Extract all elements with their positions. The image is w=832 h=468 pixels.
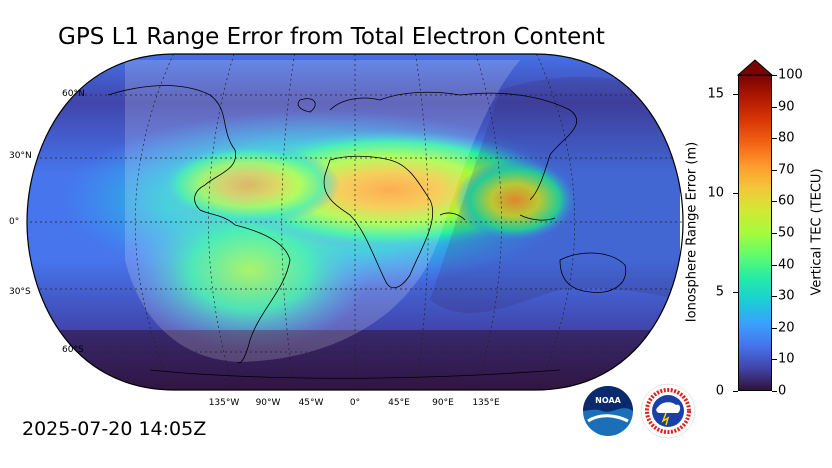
timestamp: 2025-07-20 14:05Z [22, 418, 207, 440]
tec-map [26, 53, 684, 391]
colorbar-tickmark [772, 201, 777, 203]
colorbar-tickmark [772, 106, 777, 108]
colorbar-tickmark [772, 264, 777, 266]
colorbar-tick-tec: 30 [778, 288, 795, 304]
colorbar [738, 75, 772, 391]
colorbar-tickmark [733, 292, 738, 293]
colorbar-tick-range-error: 10 [707, 185, 724, 201]
lat-label-30s: 30°S [9, 287, 31, 297]
colorbar-tick-tec: 90 [778, 99, 795, 115]
colorbar-tickmark [772, 327, 777, 329]
lat-label-30n: 30°N [9, 151, 32, 161]
lon-label-90w: 90°W [255, 398, 281, 408]
noaa-logo-text: NOAA [595, 396, 621, 405]
colorbar-tick-range-error: 15 [707, 86, 724, 102]
colorbar-tick-tec: 50 [778, 225, 795, 241]
graticule-longitude-line [208, 54, 235, 390]
colorbar-tickmark [733, 193, 738, 194]
graticule-longitude-line [475, 54, 502, 390]
lon-label-45w: 45°W [298, 398, 324, 408]
axis-label-vertical-tec: Vertical TEC (TECU) [809, 168, 825, 296]
noaa-logo: NOAA [583, 386, 633, 436]
colorbar-tickmark [772, 296, 777, 298]
colorbar-tickmark [733, 94, 738, 95]
colorbar-tick-tec: 100 [778, 67, 803, 83]
nws-logo [640, 383, 696, 439]
lat-label-60s: 60°S [62, 345, 84, 355]
lon-label-45e: 45°E [388, 398, 410, 408]
colorbar-tick-tec: 0 [778, 383, 787, 399]
chart-title: GPS L1 Range Error from Total Electron C… [58, 24, 605, 50]
colorbar-tickmark [772, 391, 777, 392]
colorbar-tick-tec: 20 [778, 320, 795, 336]
colorbar-tickmark [772, 359, 777, 361]
colorbar-tickmark [772, 75, 777, 76]
lat-label-0: 0° [9, 217, 20, 227]
colorbar-tick-tec: 10 [778, 351, 795, 367]
colorbar-tick-tec: 80 [778, 130, 795, 146]
lon-label-135e: 135°E [472, 398, 500, 408]
colorbar-tick-range-error: 5 [715, 284, 724, 300]
lat-label-60n: 60°N [62, 89, 85, 99]
colorbar-tickmark [733, 391, 738, 392]
colorbar-tick-tec: 60 [778, 193, 795, 209]
colorbar-tickmark [772, 233, 777, 234]
colorbar-tick-tec: 40 [778, 257, 795, 273]
colorbar-tick-range-error: 0 [715, 383, 724, 399]
colorbar-tickmark [772, 138, 777, 140]
axis-label-range-error: Ionosphere Range Error (m) [684, 141, 700, 323]
lon-label-135w: 135°W [208, 398, 240, 408]
lon-label-90e: 90°E [432, 398, 454, 408]
lon-label-0: 0° [349, 398, 361, 408]
colorbar-tick-tec: 70 [778, 162, 795, 178]
colorbar-tickmark [772, 169, 777, 171]
